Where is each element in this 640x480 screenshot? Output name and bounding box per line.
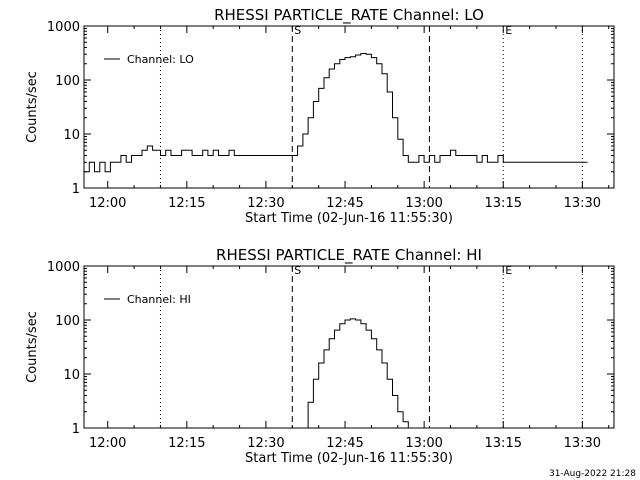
series-line [84,53,588,173]
x-tick-label: 13:30 [564,436,601,451]
marker-label: S [294,24,301,37]
plot-frame [83,265,615,429]
plot-frame [83,25,615,189]
x-tick-label: 13:15 [485,436,522,451]
y-tick-label: 1 [72,182,80,197]
panel-lo: RHESSI PARTICLE_RATE Channel: LO 1 10 100 10… [25,6,615,226]
y-axis-label: Counts/sec [25,311,40,383]
legend-label: Channel: LO [127,53,194,66]
x-tick-label: 13:30 [564,196,601,211]
x-tick-label: 12:30 [247,436,284,451]
chart-title: RHESSI PARTICLE_RATE Channel: LO [214,6,484,25]
x-tick-label: 13:15 [485,196,522,211]
marker-label: S [294,264,301,277]
x-axis-label: Start Time (02-Jun-16 11:55:30) [245,451,453,466]
panel-hi: RHESSI PARTICLE_RATE Channel: HI 1 10 100 10… [25,246,615,466]
x-tick-label: 12:00 [89,436,126,451]
x-tick-label: 12:00 [89,196,126,211]
y-tick-label: 100 [55,74,80,89]
chart-title: RHESSI PARTICLE_RATE Channel: HI [216,246,482,265]
y-tick-label: 100 [55,314,80,329]
x-tick-label: 12:45 [326,196,363,211]
series-line [302,318,414,429]
x-tick-label: 13:00 [405,196,442,211]
x-tick-label: 12:30 [247,196,284,211]
x-tick-label: 12:45 [326,436,363,451]
y-tick-label: 1000 [47,20,80,35]
x-tick-label: 13:00 [405,436,442,451]
footer-timestamp: 31-Aug-2022 21:28 [549,469,636,479]
y-tick-label: 10 [63,368,80,383]
x-tick-label: 12:15 [168,196,205,211]
legend-label: Channel: HI [127,293,191,306]
y-axis-label: Counts/sec [25,71,40,143]
x-axis-label: Start Time (02-Jun-16 11:55:30) [245,211,453,226]
x-tick-label: 12:15 [168,436,205,451]
y-tick-label: 1000 [47,260,80,275]
marker-label: E [505,264,512,277]
marker-label: E [505,24,512,37]
y-tick-label: 10 [63,128,80,143]
y-tick-label: 1 [72,422,80,437]
